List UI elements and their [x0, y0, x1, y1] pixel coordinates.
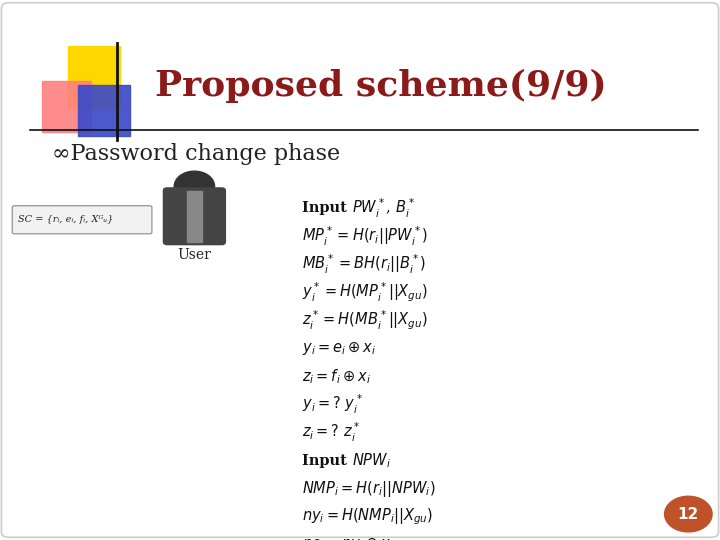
Text: $ne_i = ny_i \oplus x_i$: $ne_i = ny_i \oplus x_i$ — [302, 536, 395, 540]
Text: Input: Input — [302, 454, 352, 468]
Circle shape — [665, 496, 712, 532]
Text: $ny_i = H(NMP_i||X_{gu})$: $ny_i = H(NMP_i||X_{gu})$ — [302, 507, 433, 527]
Text: SC = {rᵢ, eᵢ, fᵢ, Xᴳᵤ}: SC = {rᵢ, eᵢ, fᵢ, Xᴳᵤ} — [18, 215, 114, 224]
Bar — [42, 81, 91, 132]
Text: $y_i^* = H(MP_i^*||X_{gu})$: $y_i^* = H(MP_i^*||X_{gu})$ — [302, 280, 428, 304]
Text: User: User — [177, 248, 212, 262]
Text: $PW_i^*$, $B_i^*$: $PW_i^*$, $B_i^*$ — [352, 197, 415, 219]
Bar — [187, 191, 202, 242]
Text: $y_i =? \ y_i^*$: $y_i =? \ y_i^*$ — [302, 393, 364, 416]
Bar — [78, 85, 130, 136]
Text: 12: 12 — [678, 507, 699, 522]
Text: Proposed scheme(9/9): Proposed scheme(9/9) — [155, 69, 606, 104]
Text: $MB_i^* = BH(r_i||B_i^*)$: $MB_i^* = BH(r_i||B_i^*)$ — [302, 253, 427, 275]
Text: ∞Password change phase: ∞Password change phase — [52, 143, 340, 165]
FancyBboxPatch shape — [163, 188, 225, 245]
FancyBboxPatch shape — [12, 206, 152, 234]
Text: $MP_i^* = H(r_i||PW_i^*)$: $MP_i^* = H(r_i||PW_i^*)$ — [302, 225, 428, 247]
Text: $NPW_i$: $NPW_i$ — [352, 451, 391, 470]
Text: $z_i = f_i \oplus x_i$: $z_i = f_i \oplus x_i$ — [302, 367, 372, 386]
Bar — [68, 46, 120, 108]
Text: $z_i^* = H(MB_i^*||X_{gu})$: $z_i^* = H(MB_i^*||X_{gu})$ — [302, 308, 428, 332]
Circle shape — [174, 171, 215, 201]
Text: $z_i =? \ z_i^*$: $z_i =? \ z_i^*$ — [302, 421, 361, 444]
Text: $NMP_i = H(r_i||NPW_i)$: $NMP_i = H(r_i||NPW_i)$ — [302, 478, 436, 499]
FancyBboxPatch shape — [1, 3, 719, 537]
Text: $y_i = e_i \oplus x_i$: $y_i = e_i \oplus x_i$ — [302, 340, 377, 357]
Text: Input: Input — [302, 201, 352, 215]
